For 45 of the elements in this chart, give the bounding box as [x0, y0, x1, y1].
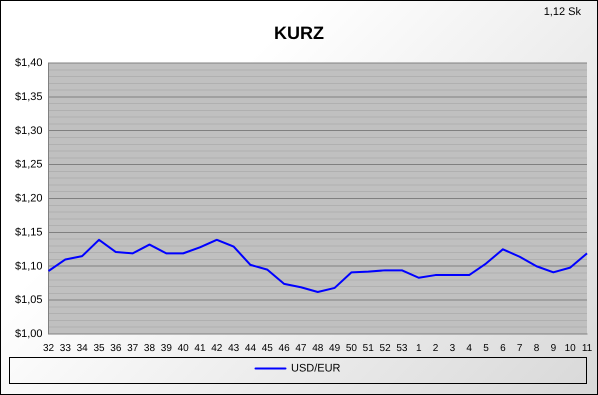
- x-tick-label: 48: [312, 342, 324, 354]
- x-tick-label: 49: [329, 342, 341, 354]
- y-tick-label: $1,05: [14, 294, 43, 306]
- legend-label: USD/EUR: [290, 362, 341, 375]
- x-tick-label: 5: [483, 342, 490, 354]
- y-tick-label: $1,30: [14, 124, 43, 137]
- x-tick-label: 45: [262, 342, 274, 354]
- x-tick-label: 43: [228, 342, 240, 354]
- x-tick-label: 11: [582, 342, 593, 354]
- x-tick-label: 4: [466, 342, 472, 354]
- text: 1,12 Sk: [544, 6, 581, 18]
- chart-title: KURZ: [273, 23, 325, 44]
- y-tick-label: $1,40: [14, 57, 43, 70]
- x-tick-label: 8: [534, 342, 540, 354]
- y-tick-label: $1,35: [14, 90, 43, 103]
- x-tick-label: 32: [42, 342, 55, 354]
- x-tick-label: 34: [76, 342, 88, 354]
- x-tick-label: 42: [211, 342, 223, 354]
- y-tick-label: $1,20: [14, 192, 43, 205]
- x-tick-label: 37: [127, 342, 139, 354]
- x-tick-label: 51: [362, 342, 374, 354]
- x-tick-label: 33: [60, 342, 72, 354]
- x-tick-label: 40: [178, 342, 190, 354]
- x-tick-label: 50: [346, 342, 358, 354]
- x-tick-label: 39: [160, 342, 172, 354]
- x-tick-label: 7: [516, 342, 523, 354]
- x-tick-label: 41: [194, 342, 206, 354]
- x-tick-label: 10: [564, 342, 576, 354]
- x-tick-label: 2: [432, 342, 439, 354]
- x-tick-label: 46: [278, 342, 290, 354]
- x-tick-label: 3: [450, 342, 456, 354]
- x-tick-label: 36: [110, 342, 122, 354]
- x-tick-label: 52: [380, 342, 392, 354]
- y-tick-label: $1,00: [14, 328, 43, 340]
- y-tick-label: $1,10: [14, 260, 43, 272]
- y-tick-label: $1,15: [14, 226, 43, 238]
- x-tick-label: 53: [396, 342, 408, 354]
- x-tick-label: 44: [244, 342, 256, 354]
- x-tick-label: 38: [144, 342, 156, 354]
- x-tick-label: 6: [500, 342, 506, 354]
- y-tick-label: $1,25: [14, 158, 43, 171]
- x-tick-label: 1: [416, 342, 422, 354]
- x-tick-label: 47: [295, 342, 307, 354]
- x-tick-label: 35: [93, 342, 106, 354]
- x-tick-label: 9: [550, 342, 557, 354]
